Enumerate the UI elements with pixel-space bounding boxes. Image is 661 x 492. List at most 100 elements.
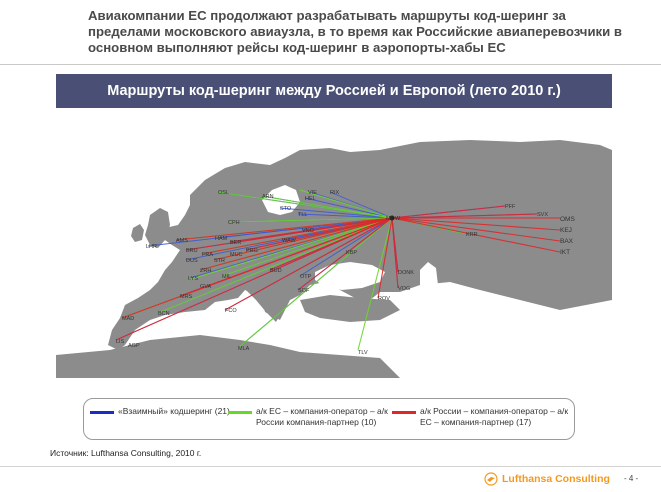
route-line [299, 189, 393, 219]
city-label: FCO [225, 308, 237, 314]
crane-icon [484, 472, 498, 486]
city-label: WAW [282, 238, 296, 244]
route-lines [115, 189, 561, 351]
city-label: DUS [186, 258, 198, 264]
city-label: HAM [215, 236, 228, 242]
slide-headline: Авиакомпании ЕС продолжают разрабатывать… [88, 8, 623, 55]
route-line [269, 217, 393, 271]
city-label: BCN [158, 311, 170, 317]
map-title-banner: Маршруты код-шеринг между Россией и Евро… [56, 74, 612, 108]
city-label: VOG [398, 286, 410, 292]
source-note: Источник: Lufthansa Consulting, 2010 г. [50, 448, 202, 458]
route-line [391, 217, 561, 242]
city-label: SVX [537, 212, 548, 218]
route-line [115, 217, 393, 341]
city-labels: OSL ARN VIE RIX HEL STO TLL CPH AMS BRU … [116, 190, 548, 356]
north-africa [56, 335, 400, 378]
city-label: TLL [298, 212, 307, 218]
route-line [297, 213, 393, 219]
city-label: BER [230, 240, 241, 246]
city-label: ARN [262, 194, 274, 200]
legend-item-eu-operator: а/к ЕС – компания-оператор – а/к России … [228, 406, 388, 427]
city-label: STR [214, 258, 225, 264]
city-label: MAD [122, 316, 134, 322]
city-label: PRG [246, 248, 258, 254]
city-label: ZRH [200, 268, 211, 274]
lufthansa-consulting-logo: Lufthansa Consulting [484, 472, 610, 486]
route-line [357, 217, 393, 351]
city-label: CPH [228, 220, 240, 226]
page-number: - 4 - [624, 474, 639, 483]
route-line [297, 217, 393, 291]
legend: «Взаимный» кодшеринг (21) а/к ЕС – компа… [83, 398, 575, 440]
city-label: STO [280, 206, 292, 212]
city-label: OSL [218, 190, 229, 196]
city-label: GVA [200, 284, 212, 290]
route-line [175, 217, 393, 241]
city-label: LHR [146, 244, 157, 250]
legend-item-ru-operator: а/к России – компания-оператор – а/к ЕС … [392, 406, 572, 427]
city-label: OTP [300, 274, 312, 280]
legend-text: а/к России – компания-оператор – а/к ЕС … [420, 406, 569, 427]
route-line [299, 217, 393, 277]
route-line [157, 217, 393, 314]
city-label: ROV [378, 296, 390, 302]
caspian-sea [420, 262, 438, 300]
route-line [229, 217, 393, 243]
route-line [237, 217, 393, 349]
ireland [131, 224, 144, 242]
city-label: RIX [330, 190, 340, 196]
destination-label: IKT [560, 249, 570, 256]
legend-swatch-green [228, 411, 252, 414]
hub-marker [389, 215, 395, 221]
city-label: MLA [238, 346, 250, 352]
route-line [121, 217, 393, 319]
city-label: VNO [302, 228, 315, 234]
city-label: MRS [180, 294, 193, 300]
route-line [391, 213, 538, 219]
route-line [304, 197, 393, 219]
legend-text: «Взаимный» кодшеринг (21) [118, 406, 230, 416]
city-label: HEL [305, 196, 316, 202]
route-line [201, 217, 393, 255]
city-label: VIE [308, 190, 317, 196]
baltic-sea [262, 185, 300, 215]
brand-name: Lufthansa Consulting [502, 473, 610, 485]
route-line [245, 217, 393, 251]
route-line [377, 217, 393, 299]
route-line [391, 205, 506, 219]
route-line [187, 217, 393, 281]
city-label: KBP [346, 250, 357, 256]
city-label: BUD [270, 268, 282, 274]
map-title: Маршруты код-шеринг между Россией и Евро… [107, 83, 561, 99]
destination-label: KEJ [560, 227, 572, 234]
city-label: KRR [466, 232, 478, 238]
destination-label: BAX [560, 238, 574, 245]
route-line [261, 195, 393, 219]
route-line [224, 217, 393, 311]
city-label: MIL [222, 274, 231, 280]
city-label: BRU [186, 248, 198, 254]
turkey [300, 295, 400, 322]
city-label: FRA [202, 252, 213, 258]
british-isles [145, 208, 170, 248]
city-label: DONK [398, 270, 414, 276]
route-line [221, 217, 393, 277]
black-sea [315, 262, 385, 290]
route-line [391, 217, 561, 231]
route-line [391, 217, 561, 253]
city-label: SOF [298, 288, 310, 294]
city-label: AGP [128, 343, 140, 349]
legend-item-mutual: «Взаимный» кодшеринг (21) [90, 406, 238, 417]
route-line [229, 217, 393, 223]
city-label: AMS [176, 238, 188, 244]
hub-label: MOW [386, 216, 401, 222]
legend-swatch-blue [90, 411, 114, 414]
route-line [217, 191, 393, 219]
city-label: MUC [230, 252, 243, 258]
route-line [199, 217, 393, 271]
legend-swatch-red [392, 411, 416, 414]
city-label: LIS [116, 339, 125, 345]
city-label: PFF [505, 204, 516, 210]
